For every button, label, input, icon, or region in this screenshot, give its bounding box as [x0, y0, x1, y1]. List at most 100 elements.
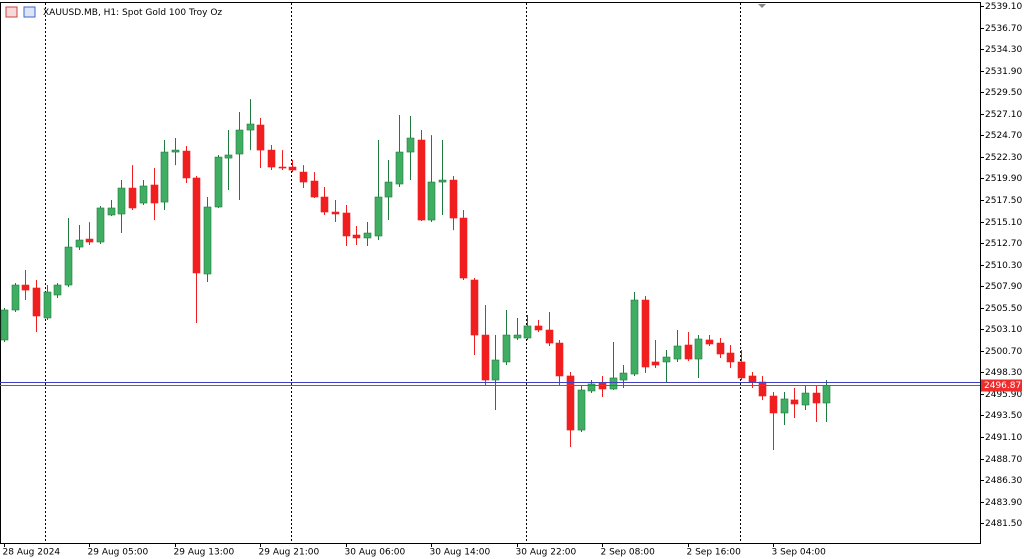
- candle-body: [85, 238, 94, 243]
- x-tick-label: 29 Aug 21:00: [259, 548, 320, 558]
- candle-body: [214, 156, 223, 208]
- candle-body: [748, 375, 757, 383]
- candle-body: [513, 334, 522, 339]
- candle-body: [43, 291, 52, 319]
- candle-body: [780, 398, 789, 414]
- candle-body: [651, 361, 660, 366]
- candle-body: [566, 375, 575, 431]
- candle-body: [427, 181, 436, 221]
- candle-body: [812, 392, 821, 404]
- candle-body: [192, 177, 201, 274]
- candle-body: [352, 234, 361, 239]
- candle-body: [11, 284, 20, 311]
- candle-body: [256, 124, 265, 151]
- candle-body: [374, 196, 383, 237]
- y-tick-label: 2486.30: [985, 476, 1022, 486]
- candle-body: [705, 339, 714, 345]
- x-tick-label: 29 Aug 05:00: [88, 548, 149, 558]
- y-tick-label: 2529.50: [985, 88, 1022, 98]
- x-tick-label: 3 Sep 04:00: [772, 548, 827, 558]
- candle-body: [438, 179, 447, 183]
- candle-body: [53, 284, 62, 296]
- candle-body: [737, 361, 746, 379]
- candle-body: [107, 207, 116, 216]
- candle-body: [117, 187, 126, 215]
- candle-body: [545, 329, 554, 344]
- chart-title: XAUUSD.MB, H1: Spot Gold 100 Troy Oz: [43, 8, 222, 18]
- candle-body: [384, 181, 393, 198]
- candle-body: [641, 299, 650, 368]
- candle-body: [662, 356, 671, 363]
- y-tick-label: 2515.10: [985, 218, 1022, 228]
- candle-body: [801, 392, 810, 406]
- candle-body: [769, 395, 778, 414]
- y-tick-label: 2495.90: [985, 390, 1022, 400]
- candle-body: [502, 334, 511, 363]
- candle-body: [224, 154, 233, 159]
- y-tick-label: 2527.10: [985, 110, 1022, 120]
- candle-body: [96, 207, 105, 243]
- candle-body: [64, 246, 73, 286]
- shift-marker: [758, 4, 766, 8]
- y-tick-label: 2536.70: [985, 24, 1022, 34]
- candle-body: [534, 325, 543, 331]
- y-tick-label: 2510.30: [985, 261, 1022, 271]
- candle-body: [758, 381, 767, 397]
- candle-body: [491, 359, 500, 381]
- candle-body: [481, 334, 490, 381]
- candle-body: [203, 206, 212, 275]
- y-tick-label: 2534.30: [985, 45, 1022, 55]
- candle-body: [342, 212, 351, 237]
- y-tick-label: 2505.50: [985, 304, 1022, 314]
- y-tick-label: 2498.30: [985, 368, 1022, 378]
- y-tick-label: 2512.70: [985, 239, 1022, 249]
- candle-body: [790, 399, 799, 405]
- y-tick-label: 2531.90: [985, 67, 1022, 77]
- y-tick-label: 2503.10: [985, 325, 1022, 335]
- candle-body: [299, 171, 308, 183]
- candle-body: [684, 344, 693, 360]
- candle-body: [673, 345, 682, 360]
- plot-frame: [0, 2, 981, 544]
- candle-body: [395, 151, 404, 185]
- candle-body: [32, 287, 41, 317]
- price-label-box: [981, 379, 1022, 392]
- candle-body: [459, 217, 468, 279]
- candle-body: [470, 279, 479, 336]
- y-tick-label: 2483.90: [985, 498, 1022, 508]
- candle-body: [171, 149, 180, 153]
- y-tick-label: 2539.10: [985, 2, 1022, 12]
- candle-body: [449, 179, 458, 219]
- candle-body: [555, 342, 564, 377]
- y-tick-label: 2522.30: [985, 153, 1022, 163]
- y-tick-label: 2500.70: [985, 347, 1022, 357]
- candle-body: [320, 196, 329, 213]
- y-tick-label: 2491.10: [985, 433, 1022, 443]
- candle-body: [331, 211, 340, 215]
- x-tick-label: 2 Sep 16:00: [687, 548, 742, 558]
- x-tick-label: 2 Sep 08:00: [601, 548, 656, 558]
- candle-body: [630, 299, 639, 375]
- candle-body: [716, 342, 725, 355]
- x-tick-label: 30 Aug 14:00: [430, 548, 491, 558]
- candle-body: [278, 166, 287, 169]
- candle-body: [726, 352, 735, 363]
- candle-body: [587, 383, 596, 392]
- candle-body: [363, 232, 372, 239]
- candle-body: [619, 372, 628, 381]
- symbol-icons: [5, 6, 36, 18]
- candle-body: [288, 166, 297, 171]
- x-tick-label: 28 Aug 2024: [3, 548, 61, 558]
- candle-body: [0, 309, 9, 341]
- y-tick-label: 2507.90: [985, 282, 1022, 292]
- candle-body: [417, 139, 426, 221]
- candle-body: [694, 338, 703, 360]
- candle-body: [609, 377, 618, 390]
- candle-body: [128, 187, 137, 209]
- x-tick-label: 29 Aug 13:00: [174, 548, 235, 558]
- candle-body: [406, 137, 415, 153]
- candle-body: [235, 129, 244, 155]
